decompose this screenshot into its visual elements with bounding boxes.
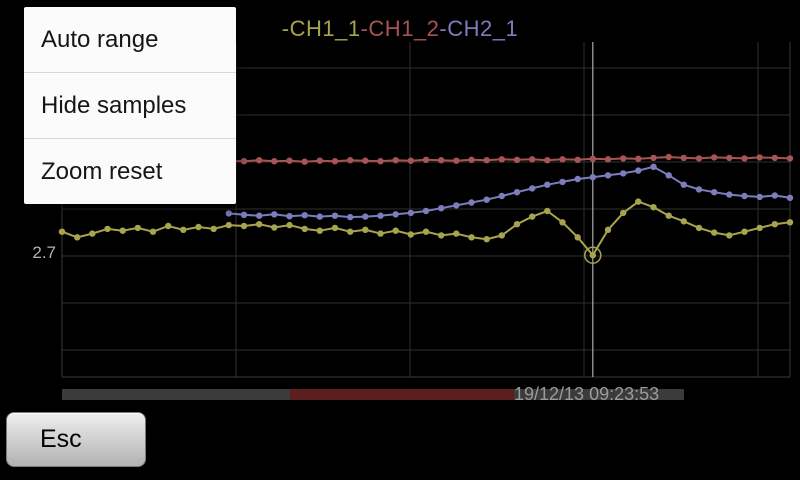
timeline-window-handle[interactable] <box>290 389 514 400</box>
series-CH1_1 <box>58 198 794 259</box>
menu-item-zoom-reset[interactable]: Zoom reset <box>41 158 163 185</box>
selected-sample-ring <box>584 246 602 264</box>
menu-item-auto-range[interactable]: Auto range <box>41 26 159 53</box>
y-axis-tick-label: 2.7 <box>32 243 56 262</box>
menu-item-hide-samples[interactable]: Hide samples <box>41 92 187 119</box>
esc-button-label: Esc <box>40 425 82 453</box>
menu-divider <box>24 138 236 139</box>
cursor-timestamp: 19/12/13 09:23:53 <box>514 384 660 404</box>
context-menu: Auto range Hide samples Zoom reset <box>24 7 236 204</box>
legend-item: -CH1_2 <box>360 16 440 41</box>
legend-item: -CH1_1 <box>281 16 361 41</box>
chart-legend: -CH1_1 -CH1_2 -CH2_1 <box>0 16 800 42</box>
esc-button[interactable]: Esc <box>6 412 146 467</box>
series-CH2_1 <box>225 163 794 221</box>
legend-item: -CH2_1 <box>439 16 519 41</box>
menu-divider <box>24 72 236 73</box>
timeline-scrollbar[interactable]: 19/12/13 09:23:53 <box>62 384 684 404</box>
